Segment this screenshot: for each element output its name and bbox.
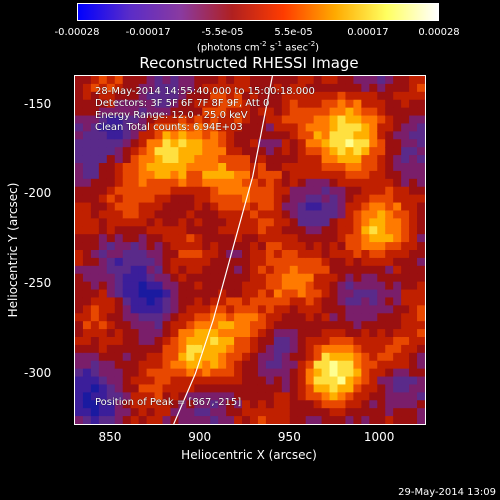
y-axis-label: Heliocentric Y (arcsec)	[6, 182, 20, 318]
heatmap-cells	[75, 76, 425, 424]
x-tick-label: 950	[277, 430, 301, 444]
time-range-label: 28-May-2014 14:55:40.000 to 15:00:18.000	[95, 86, 315, 97]
colorbar-tick-label: -0.00017	[125, 27, 171, 38]
x-tick-label: 1000	[363, 430, 395, 444]
colorbar-tick-label: 5.5e-05	[274, 27, 313, 38]
y-tick-label: -300	[24, 365, 52, 380]
detectors-label: Detectors: 3F 5F 6F 7F 8F 9F, Att 0	[95, 98, 270, 109]
x-axis-label: Heliocentric X (arcsec)	[181, 448, 317, 462]
colorbar-tick-label: 0.00017	[347, 27, 389, 38]
y-tick-label: -200	[24, 186, 52, 201]
energy-range-label: Energy Range: 12.0 - 25.0 keV	[95, 110, 248, 121]
timestamp: 29-May-2014 13:09	[398, 487, 496, 498]
colorbar	[77, 3, 439, 21]
x-tick-label: 850	[98, 430, 122, 444]
x-tick-label: 900	[188, 430, 212, 444]
plot-area: 28-May-2014 14:55:40.000 to 15:00:18.000…	[74, 75, 426, 425]
colorbar-tick-label: 0.00028	[418, 27, 460, 38]
colorbar-units: (photons cm-2 s-1 asec-2)	[196, 40, 320, 54]
chart-title: Reconstructed RHESSI Image	[139, 54, 359, 72]
peak-position-label: Position of Peak = [867,-215]	[95, 397, 242, 408]
y-tick-label: -150	[24, 96, 52, 111]
colorbar-tick-label: -5.5e-05	[201, 27, 244, 38]
heatmap-svg	[75, 76, 425, 424]
clean-counts-label: Clean Total counts: 6.94E+03	[95, 122, 243, 133]
colorbar-tick-label: -0.00028	[54, 27, 100, 38]
y-tick-label: -250	[24, 276, 52, 291]
solar-limb-line	[173, 76, 273, 424]
